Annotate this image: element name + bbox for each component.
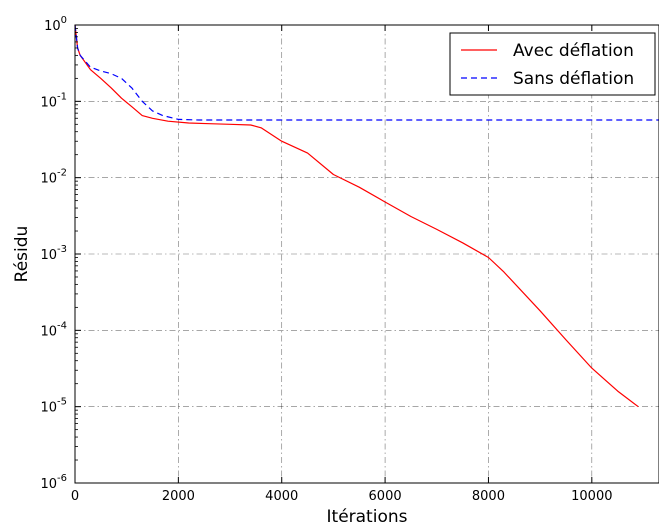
legend-box: [449, 32, 656, 96]
y-tick-label: 10-4: [40, 320, 67, 339]
legend-label-sans-deflation: Sans déflation: [513, 69, 634, 89]
y-tick-label: 100: [44, 15, 67, 34]
x-tick-label: 4000: [265, 489, 298, 504]
y-axis-label: Résidu: [12, 226, 32, 283]
y-tick-label: 10-2: [40, 168, 67, 187]
x-tick-label: 6000: [369, 489, 402, 504]
axis-ticks: 0 2000 4000 6000 8000 10000 100 10-1 10-2 10-3 10-…: [40, 15, 612, 504]
x-tick-label: 2000: [162, 489, 195, 504]
x-axis-label: Itérations: [327, 507, 408, 526]
x-tick-label: 10000: [571, 489, 612, 504]
x-tick-label: 0: [71, 489, 79, 504]
y-tick-label: 10-5: [40, 397, 67, 416]
y-tick-label: 10-3: [40, 244, 67, 263]
grid-lines: [75, 25, 659, 483]
legend-label-avec-deflation: Avec déflation: [513, 41, 634, 61]
y-tick-label: 10-1: [40, 91, 67, 110]
series-line-sans-deflation: [74, 24, 659, 121]
series-lines: [74, 24, 659, 408]
legend: Avec déflation Sans déflation: [449, 32, 656, 96]
x-tick-label: 8000: [472, 489, 505, 504]
series-line-avec-deflation: [74, 24, 639, 408]
y-tick-label: 10-6: [40, 473, 67, 492]
